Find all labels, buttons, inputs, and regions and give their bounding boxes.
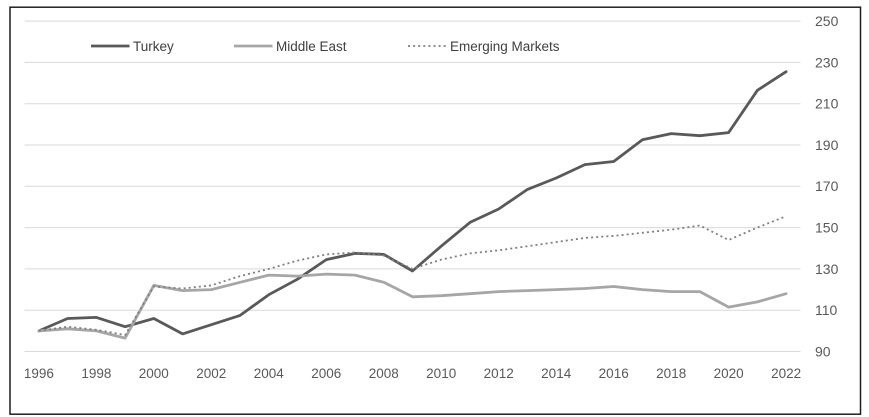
legend: Turkey Middle East Emerging Markets bbox=[91, 39, 560, 54]
y-tick-label: 130 bbox=[815, 261, 839, 277]
x-tick-label: 2000 bbox=[139, 366, 169, 381]
y-tick-label: 150 bbox=[815, 220, 839, 236]
legend-item-emerging-markets: Emerging Markets bbox=[408, 39, 560, 54]
x-tick-label: 2016 bbox=[599, 366, 629, 381]
x-tick-label: 2020 bbox=[714, 366, 744, 381]
series-line-turkey bbox=[37, 70, 788, 336]
legend-label: Emerging Markets bbox=[450, 39, 560, 54]
x-tick-label: 2008 bbox=[369, 366, 399, 381]
x-tick-label: 1998 bbox=[81, 366, 111, 381]
y-tick-label: 230 bbox=[815, 54, 839, 70]
legend-item-turkey: Turkey bbox=[91, 39, 174, 54]
x-tick-label: 2022 bbox=[771, 366, 801, 381]
x-tick-label: 2018 bbox=[656, 366, 686, 381]
x-tick-label: 1996 bbox=[24, 366, 54, 381]
legend-label: Middle East bbox=[276, 39, 347, 54]
y-tick-label: 250 bbox=[815, 13, 839, 29]
legend-label: Turkey bbox=[133, 39, 174, 54]
y-axis-labels: 90 110 130 150 170 190 210 230 250 bbox=[815, 13, 839, 359]
x-tick-label: 2014 bbox=[541, 366, 572, 381]
chart-border bbox=[9, 6, 862, 415]
legend-item-middle-east: Middle East bbox=[234, 39, 347, 54]
x-tick-label: 2012 bbox=[484, 366, 514, 381]
x-tick-label: 2002 bbox=[196, 366, 226, 381]
series-line-emerging-markets bbox=[38, 215, 787, 336]
y-tick-label: 190 bbox=[815, 137, 839, 153]
y-tick-label: 90 bbox=[815, 343, 831, 359]
x-tick-label: 2004 bbox=[254, 366, 285, 381]
x-axis-labels: 1996 1998 2000 2002 2004 2006 2008 2010 2012 2014… bbox=[24, 366, 801, 381]
y-tick-label: 170 bbox=[815, 178, 839, 194]
y-tick-label: 210 bbox=[815, 96, 839, 112]
series-layer bbox=[37, 70, 788, 340]
y-tick-label: 110 bbox=[815, 302, 838, 318]
x-tick-label: 2010 bbox=[426, 366, 456, 381]
x-tick-label: 2006 bbox=[311, 366, 341, 381]
